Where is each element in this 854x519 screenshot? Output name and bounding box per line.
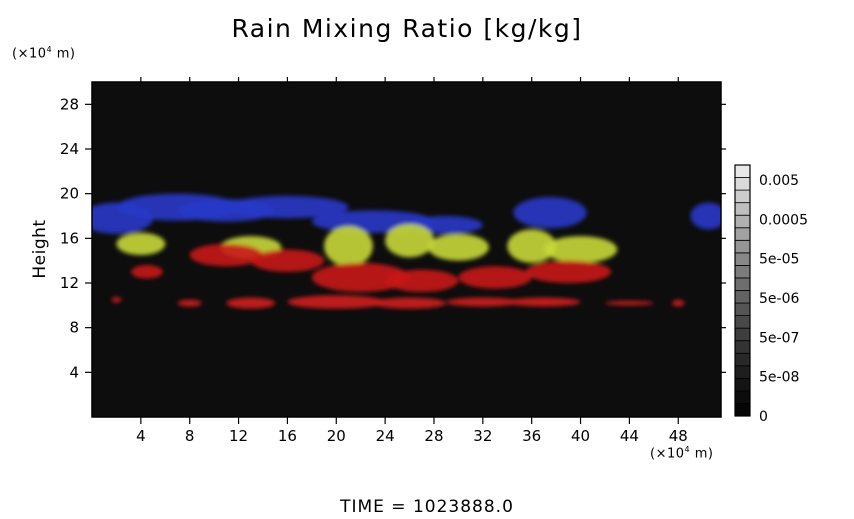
y-tick-label: 24 (60, 140, 79, 158)
data-blob (409, 216, 483, 234)
data-blob (507, 229, 557, 263)
colorbar-segment (734, 239, 751, 254)
colorbar-label: 0 (759, 409, 768, 425)
colorbar-segment (734, 340, 751, 354)
x-tick-label: 48 (669, 427, 688, 445)
data-blob (226, 195, 349, 219)
data-blob (177, 299, 202, 307)
x-tick-label: 20 (327, 427, 346, 445)
y-tick-label: 12 (60, 274, 79, 292)
data-blob (189, 243, 263, 267)
colorbar-segment (734, 290, 751, 304)
y-tick-label: 4 (69, 363, 79, 381)
colorbar-segment (734, 177, 751, 191)
colorbar-segment (734, 214, 751, 229)
data-blob (287, 295, 386, 309)
colorbar-label: 5e-06 (759, 291, 799, 307)
colorbar-label: 0.005 (759, 173, 799, 189)
x-unit-suffix: m) (690, 446, 714, 462)
colorbar-segment (734, 390, 751, 404)
colorbar-segment (734, 302, 751, 316)
y-tick-label: 20 (60, 185, 79, 203)
colorbar-segment (734, 189, 751, 204)
data-blob (111, 296, 122, 303)
y-axis-unit: (×104 m) (12, 45, 75, 61)
colorbar-segment (734, 352, 751, 367)
data-blob (250, 249, 325, 272)
data-blob (672, 299, 685, 307)
colorbar-segment (734, 264, 751, 279)
data-blob (131, 265, 163, 279)
y-tick-label: 16 (60, 229, 79, 247)
colorbar-label: 5e-08 (759, 370, 799, 386)
x-tick-label: 4 (136, 427, 146, 445)
colorbar-segment (734, 202, 751, 216)
x-tick-label: 44 (620, 427, 639, 445)
colorbar-segment (734, 365, 751, 379)
data-blob (458, 266, 532, 289)
data-blob (446, 297, 520, 307)
colorbar-label: 5e-07 (759, 330, 799, 346)
data-blob (116, 232, 166, 256)
data-blob (385, 223, 434, 258)
x-unit-exponent: 4 (684, 445, 691, 454)
colorbar-label: 0.0005 (759, 212, 808, 228)
plot-frame (91, 81, 722, 418)
data-blob (324, 226, 373, 267)
x-tick-label: 36 (522, 427, 541, 445)
colorbar-segment (734, 164, 751, 178)
time-label: TIME = 1023888.0 (340, 497, 514, 517)
colorbar-label: 5e-05 (759, 252, 799, 268)
data-blob (226, 297, 276, 309)
y-unit-suffix: m) (52, 46, 76, 62)
x-axis-unit: (×104 m) (650, 445, 713, 461)
data-blob (372, 297, 447, 309)
colorbar-segment (734, 252, 751, 266)
colorbar-segment (734, 227, 751, 241)
colorbar-segment (734, 315, 751, 329)
colorbar-segment (734, 403, 751, 417)
x-tick-label: 8 (185, 427, 195, 445)
x-tick-label: 40 (571, 427, 590, 445)
colorbar-segment (734, 327, 751, 342)
y-tick-label: 8 (69, 319, 79, 337)
data-blob (543, 236, 618, 263)
x-unit-prefix: (×10 (650, 446, 685, 462)
data-blob (513, 197, 587, 229)
x-tick-label: 12 (229, 427, 248, 445)
x-tick-label: 24 (376, 427, 395, 445)
x-tick-label: 16 (278, 427, 297, 445)
colorbar-frame (734, 164, 751, 417)
x-tick-label: 28 (424, 427, 443, 445)
x-tick-label: 32 (473, 427, 492, 445)
data-blob (385, 269, 459, 292)
colorbar-segment (734, 377, 751, 392)
y-unit-prefix: (×10 (12, 46, 47, 62)
chart-title: Rain Mixing Ratio [kg/kg] (231, 14, 583, 43)
colorbar-segment (734, 277, 751, 291)
data-blob (427, 233, 489, 261)
y-unit-exponent: 4 (46, 45, 53, 54)
data-blob (690, 202, 721, 230)
data-blob (604, 300, 654, 306)
data-blob (525, 260, 612, 284)
y-tick-label: 28 (60, 95, 79, 113)
data-blob (311, 262, 410, 292)
data-blob (507, 297, 581, 307)
